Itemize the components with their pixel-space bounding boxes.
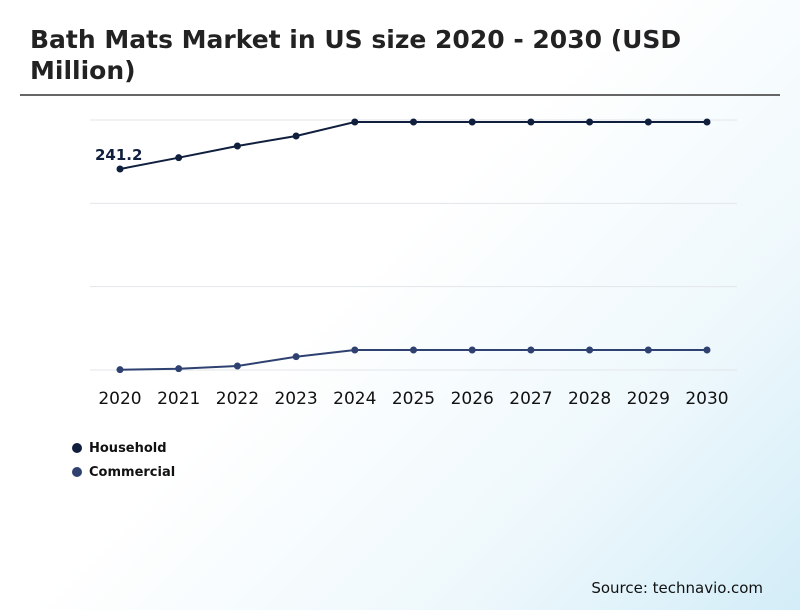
- data-point: [644, 346, 652, 354]
- x-tick-label: 2022: [216, 389, 259, 409]
- data-point: [175, 365, 183, 373]
- data-point: [116, 165, 124, 173]
- legend-label-commercial: Commercial: [89, 464, 176, 480]
- title-divider: [20, 94, 780, 96]
- legend-swatch-household: [72, 443, 82, 453]
- data-point: [175, 154, 183, 162]
- legend: Household Commercial: [72, 436, 175, 484]
- data-point: [703, 346, 711, 354]
- data-point: [351, 346, 359, 354]
- data-point: [527, 118, 535, 126]
- x-tick-label: 2027: [509, 389, 552, 409]
- chart-title: Bath Mats Market in US size 2020 - 2030 …: [30, 25, 682, 85]
- data-point: [116, 366, 124, 374]
- series-line-0: [119, 121, 707, 170]
- x-tick-label: 2024: [333, 389, 376, 409]
- x-tick-label: 2021: [157, 389, 200, 409]
- data-point: [703, 118, 711, 126]
- data-label: 241.2: [95, 146, 142, 164]
- legend-swatch-commercial: [72, 467, 82, 477]
- x-tick-label: 2028: [568, 389, 611, 409]
- x-tick-label: 2023: [274, 389, 317, 409]
- data-point: [468, 118, 476, 126]
- x-tick-label: 2030: [685, 389, 728, 409]
- x-tick-label: 2026: [451, 389, 494, 409]
- data-point: [410, 346, 417, 354]
- data-point: [292, 132, 300, 140]
- data-point: [586, 118, 594, 126]
- data-point: [233, 362, 241, 370]
- data-point: [527, 346, 535, 354]
- data-point: [233, 142, 241, 150]
- legend-item-household[interactable]: Household: [72, 436, 175, 460]
- data-point: [292, 353, 300, 361]
- x-tick-label: 2025: [392, 389, 435, 409]
- data-point: [586, 346, 594, 354]
- data-point: [644, 118, 652, 126]
- x-tick-label: 2029: [627, 389, 670, 409]
- legend-label-household: Household: [89, 440, 167, 456]
- legend-item-commercial[interactable]: Commercial: [72, 460, 175, 484]
- source-note: Source: technavio.com: [591, 579, 763, 597]
- x-tick-label: 2020: [98, 389, 141, 409]
- data-point: [410, 118, 417, 126]
- data-point: [468, 346, 476, 354]
- data-point: [351, 118, 359, 126]
